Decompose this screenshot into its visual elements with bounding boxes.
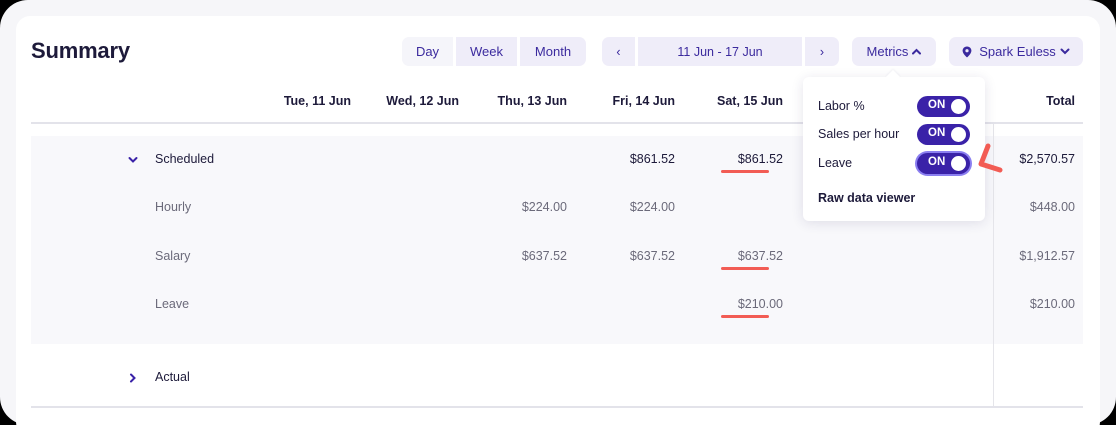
annotation-underline bbox=[721, 170, 769, 173]
annotation-arrow-icon bbox=[978, 143, 1003, 173]
metrics-label: Metrics bbox=[866, 44, 909, 59]
chevron-down-icon bbox=[1060, 48, 1070, 55]
metric-label-labor: Labor % bbox=[818, 99, 865, 113]
table-row-actual[interactable]: Actual bbox=[31, 354, 1083, 402]
annotation-underline bbox=[721, 267, 769, 270]
column-header-fri: Fri, 14 Jun bbox=[612, 94, 675, 108]
row-label: Leave bbox=[155, 297, 190, 311]
column-header-wed: Wed, 12 Jun bbox=[386, 94, 459, 108]
location-label: Spark Euless bbox=[979, 44, 1056, 59]
view-month-button[interactable]: Month bbox=[520, 37, 586, 66]
total-column-divider bbox=[993, 124, 994, 408]
chevron-left-icon: ‹ bbox=[616, 44, 621, 59]
prev-week-button[interactable]: ‹ bbox=[602, 37, 635, 66]
metric-label-leave: Leave bbox=[818, 156, 853, 170]
table-bottom-border bbox=[31, 406, 1083, 408]
cell-thu: $861.52 bbox=[629, 152, 675, 166]
page-title: Summary bbox=[31, 38, 130, 63]
metrics-button[interactable]: Metrics bbox=[852, 37, 936, 66]
cell-fri: $637.52 bbox=[737, 249, 783, 263]
toggle-knob bbox=[951, 156, 966, 171]
cell-wed: $224.00 bbox=[521, 200, 567, 214]
sales-per-hour-toggle[interactable]: ON bbox=[917, 124, 970, 145]
column-header-thu: Thu, 13 Jun bbox=[497, 94, 567, 108]
column-header-total: Total bbox=[1046, 94, 1075, 108]
date-range-label[interactable]: 11 Jun - 17 Jun bbox=[638, 37, 802, 66]
cell-fri: $210.00 bbox=[737, 297, 783, 311]
leave-toggle[interactable]: ON bbox=[917, 153, 970, 174]
chevron-right-icon[interactable] bbox=[127, 372, 139, 384]
row-label: Actual bbox=[155, 370, 190, 384]
date-range-navigator: ‹ 11 Jun - 17 Jun › bbox=[602, 37, 839, 66]
view-toggle: Day Week Month bbox=[402, 37, 586, 66]
row-label: Salary bbox=[155, 249, 191, 263]
row-label: Scheduled bbox=[155, 152, 215, 166]
chevron-right-icon: › bbox=[819, 44, 825, 59]
raw-data-viewer-link[interactable]: Raw data viewer bbox=[818, 191, 916, 205]
view-day-button[interactable]: Day bbox=[402, 37, 453, 66]
chevron-up-icon bbox=[912, 48, 922, 55]
cell-thu: $224.00 bbox=[629, 200, 675, 214]
table-row-hourly: Hourly $224.00 $224.00 $448.00 bbox=[31, 184, 1083, 232]
toggle-knob bbox=[951, 99, 966, 114]
table-row-leave: Leave $210.00 $210.00 bbox=[31, 281, 1083, 329]
map-pin-icon bbox=[962, 46, 972, 57]
cell-wed: $637.52 bbox=[521, 249, 567, 263]
cell-total: $210.00 bbox=[1029, 297, 1075, 311]
chevron-down-icon[interactable] bbox=[127, 154, 139, 166]
cell-total: $2,570.57 bbox=[1019, 152, 1075, 166]
labor-percent-toggle[interactable]: ON bbox=[917, 96, 970, 117]
column-header-tue: Tue, 11 Jun bbox=[283, 94, 351, 108]
row-label: Hourly bbox=[155, 200, 192, 214]
cell-total: $1,912.57 bbox=[1019, 249, 1075, 263]
table-row-salary: Salary $637.52 $637.52 $637.52 $1,912.57 bbox=[31, 233, 1083, 281]
view-week-button[interactable]: Week bbox=[456, 37, 517, 66]
cell-fri: $861.52 bbox=[737, 152, 783, 166]
toggle-knob bbox=[951, 127, 966, 142]
annotation-underline bbox=[721, 315, 769, 318]
metrics-popover: Labor % ON Sales per hour ON Leave ON Ra… bbox=[803, 69, 985, 221]
table-header: Tue, 11 Jun Wed, 12 Jun Thu, 13 Jun Fri,… bbox=[31, 78, 1083, 124]
next-week-button[interactable]: › bbox=[805, 37, 839, 66]
column-header-sat: Sat, 15 Jun bbox=[717, 94, 783, 108]
cell-total: $448.00 bbox=[1029, 200, 1075, 214]
cell-thu: $637.52 bbox=[629, 249, 675, 263]
location-button[interactable]: Spark Euless bbox=[949, 37, 1083, 66]
metric-label-sales: Sales per hour bbox=[818, 127, 900, 141]
